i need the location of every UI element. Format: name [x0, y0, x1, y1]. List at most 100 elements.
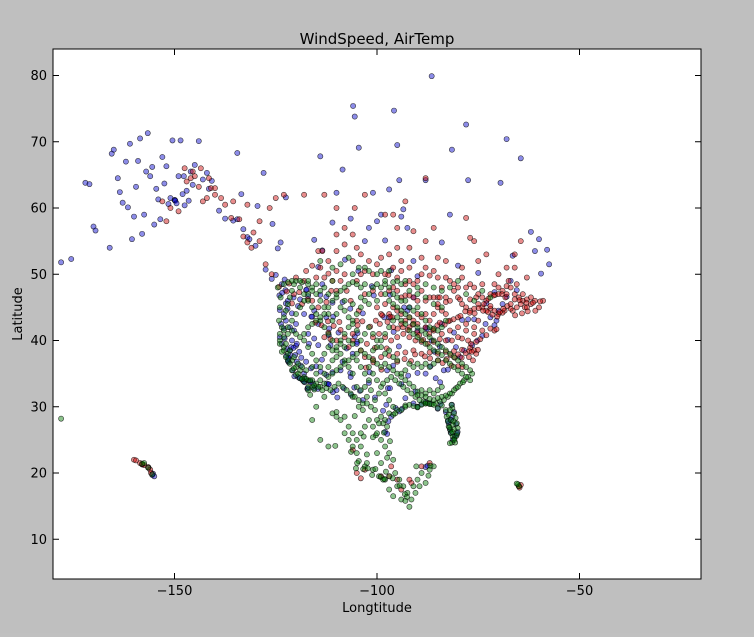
data-point — [161, 180, 168, 187]
data-point — [382, 330, 388, 337]
data-point — [394, 358, 401, 365]
data-point — [390, 493, 397, 500]
data-point — [337, 364, 344, 370]
data-point — [469, 370, 476, 377]
data-point — [311, 335, 318, 342]
data-point — [421, 353, 428, 360]
data-point — [459, 360, 465, 367]
data-point — [317, 314, 324, 321]
data-point — [337, 304, 344, 311]
data-point — [444, 366, 451, 373]
data-point — [378, 354, 384, 360]
data-point — [426, 324, 433, 331]
data-point — [269, 220, 276, 227]
data-point — [293, 330, 299, 337]
data-point — [386, 486, 393, 493]
data-point — [485, 309, 491, 315]
data-point — [313, 291, 320, 298]
data-point — [359, 318, 366, 325]
data-point — [446, 350, 453, 357]
data-point — [291, 291, 297, 298]
data-point — [345, 324, 352, 331]
data-point — [299, 376, 305, 382]
data-point — [363, 393, 370, 400]
data-point — [363, 400, 370, 407]
data-point — [446, 211, 453, 218]
data-point — [380, 407, 386, 414]
data-point — [402, 395, 409, 402]
data-point — [365, 364, 372, 370]
data-point — [370, 347, 376, 354]
data-point — [430, 360, 437, 367]
data-point — [319, 387, 326, 394]
data-point — [517, 155, 524, 162]
data-point — [374, 344, 380, 351]
data-point — [390, 367, 397, 374]
data-point — [280, 191, 287, 198]
data-point — [390, 264, 397, 271]
data-point — [390, 304, 397, 311]
data-point — [507, 301, 514, 307]
data-point — [414, 476, 421, 483]
data-point — [353, 244, 360, 251]
data-point — [434, 294, 441, 301]
data-point — [355, 307, 362, 314]
data-point — [349, 337, 356, 344]
data-point — [361, 423, 368, 430]
data-point — [408, 496, 415, 503]
data-point — [313, 403, 320, 410]
data-point — [401, 356, 408, 362]
data-point — [483, 251, 490, 258]
data-point — [309, 417, 316, 423]
data-point — [303, 376, 310, 382]
data-point — [195, 183, 202, 190]
data-point — [491, 281, 498, 288]
data-point — [262, 266, 269, 273]
data-point — [471, 305, 478, 312]
data-point — [349, 258, 356, 264]
data-point — [351, 393, 358, 400]
data-point — [479, 287, 486, 294]
data-point — [455, 277, 461, 284]
data-point — [353, 327, 360, 334]
data-point — [379, 312, 386, 319]
data-point — [446, 407, 453, 413]
data-point — [380, 420, 386, 427]
data-point — [523, 274, 530, 281]
data-point — [289, 337, 295, 344]
data-point — [412, 337, 419, 344]
data-point — [317, 297, 324, 304]
data-point — [181, 202, 188, 209]
y-tick-label: 60 — [30, 202, 47, 217]
data-point — [406, 380, 413, 387]
data-point — [189, 181, 196, 188]
data-point — [175, 208, 182, 215]
data-point — [438, 284, 445, 291]
data-point — [297, 304, 303, 311]
data-point — [418, 287, 425, 294]
data-point — [357, 271, 364, 278]
data-point — [218, 195, 224, 201]
data-point — [305, 330, 312, 337]
data-point — [206, 175, 212, 182]
data-point — [414, 311, 421, 317]
data-point — [309, 284, 316, 291]
data-point — [398, 321, 405, 327]
data-point — [361, 350, 368, 357]
data-point — [394, 334, 401, 341]
data-point — [422, 324, 429, 331]
data-point — [400, 330, 407, 337]
data-point — [349, 271, 356, 278]
data-point — [390, 317, 397, 324]
data-point — [427, 462, 434, 469]
data-point — [394, 407, 401, 413]
data-point — [398, 297, 405, 304]
data-point — [321, 311, 328, 317]
data-point — [386, 287, 393, 294]
data-point — [337, 277, 344, 284]
data-point — [354, 460, 361, 466]
data-point — [163, 163, 170, 170]
data-point — [398, 213, 405, 220]
data-point — [365, 417, 372, 423]
data-point — [450, 316, 457, 323]
